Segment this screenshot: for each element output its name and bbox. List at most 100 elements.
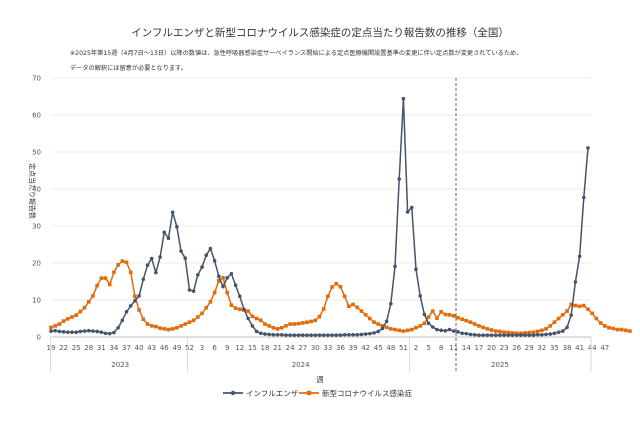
data-point <box>170 210 175 215</box>
data-point <box>229 303 234 307</box>
data-point <box>460 331 464 336</box>
data-point <box>61 330 66 334</box>
data-point <box>330 285 334 289</box>
data-point <box>586 307 590 312</box>
series-influenza <box>49 96 590 337</box>
data-point <box>166 327 171 332</box>
data-point <box>569 313 574 317</box>
data-point <box>267 324 271 328</box>
data-point <box>565 325 569 330</box>
data-point <box>342 294 347 299</box>
data-point <box>74 313 78 317</box>
data-point <box>313 333 318 337</box>
data-point <box>305 333 309 337</box>
data-point <box>141 277 146 282</box>
data-point <box>137 294 141 298</box>
data-point <box>70 330 74 334</box>
data-point <box>162 327 167 331</box>
data-point <box>552 320 557 324</box>
data-point <box>116 263 120 267</box>
data-point <box>477 333 481 337</box>
data-point <box>544 332 548 337</box>
data-point <box>602 324 607 328</box>
x-tick-label: 26 <box>512 344 521 352</box>
data-point <box>619 327 624 332</box>
data-point <box>380 326 385 331</box>
data-point <box>359 309 364 313</box>
data-point <box>175 325 179 330</box>
data-point <box>233 283 238 288</box>
data-point <box>389 327 393 331</box>
x-tick-label: 30 <box>311 344 320 352</box>
data-point <box>107 331 112 336</box>
data-point <box>300 333 305 337</box>
y-axis-title: 定点当たり報告数 <box>28 163 37 219</box>
data-point <box>65 330 70 334</box>
data-point <box>53 328 57 333</box>
data-point <box>548 332 553 336</box>
x-tick-label: 19 <box>47 344 56 352</box>
data-point <box>628 329 632 333</box>
data-point <box>422 321 427 326</box>
data-point <box>472 322 477 326</box>
data-point <box>456 330 460 334</box>
data-point <box>401 96 406 101</box>
data-point <box>405 210 410 214</box>
data-point <box>481 333 485 337</box>
legend-item-influenza: インフルエンザ <box>223 389 299 398</box>
data-point <box>275 332 280 337</box>
data-point <box>464 331 469 336</box>
data-point <box>556 316 561 321</box>
legend-influenza-marker <box>230 390 236 396</box>
data-point <box>120 259 125 263</box>
data-point <box>317 333 322 337</box>
data-point <box>489 333 494 337</box>
data-point <box>347 304 351 309</box>
data-point <box>489 328 494 332</box>
data-point <box>510 331 515 335</box>
data-point <box>200 265 204 269</box>
data-point <box>275 327 280 331</box>
data-point <box>409 205 414 210</box>
data-point <box>519 331 523 336</box>
data-point <box>565 309 569 313</box>
data-point <box>78 309 83 314</box>
data-point <box>430 325 435 329</box>
data-point <box>510 333 515 337</box>
data-point <box>99 330 104 334</box>
data-point <box>359 332 364 337</box>
data-point <box>204 253 209 258</box>
x-tick-label: 49 <box>172 344 181 352</box>
data-point <box>284 324 288 328</box>
data-point <box>351 332 355 337</box>
data-point <box>468 332 473 337</box>
data-point <box>288 333 292 337</box>
data-point <box>338 333 343 337</box>
data-point <box>577 254 582 259</box>
x-tick-label: 43 <box>147 344 156 352</box>
data-point <box>611 326 615 331</box>
x-tick-label: 44 <box>588 344 597 352</box>
data-point <box>82 329 87 333</box>
x-tick-label: 34 <box>109 344 118 352</box>
legend: インフルエンザ 新型コロナウイルス感染症 <box>223 388 412 398</box>
data-point <box>418 294 422 298</box>
data-point <box>254 316 259 321</box>
data-point <box>279 332 284 337</box>
data-point <box>544 327 548 331</box>
data-point <box>326 294 330 299</box>
data-point <box>384 319 389 324</box>
data-point <box>435 327 439 332</box>
data-point <box>426 315 431 319</box>
data-point <box>372 331 376 335</box>
x-tick-label: 22 <box>59 344 68 352</box>
data-point <box>158 255 162 259</box>
chart-note-line-1: ※2025年第15週（4月7日〜13日）以降の数値は、急性呼吸器感染症サーベイラ… <box>70 49 522 57</box>
data-point <box>78 329 83 334</box>
data-point <box>305 320 309 324</box>
x-tick-label: 52 <box>185 344 194 352</box>
x-tick-label: 36 <box>336 344 345 352</box>
data-point <box>334 333 339 337</box>
data-point <box>552 331 557 336</box>
year-label: 2025 <box>491 361 509 369</box>
